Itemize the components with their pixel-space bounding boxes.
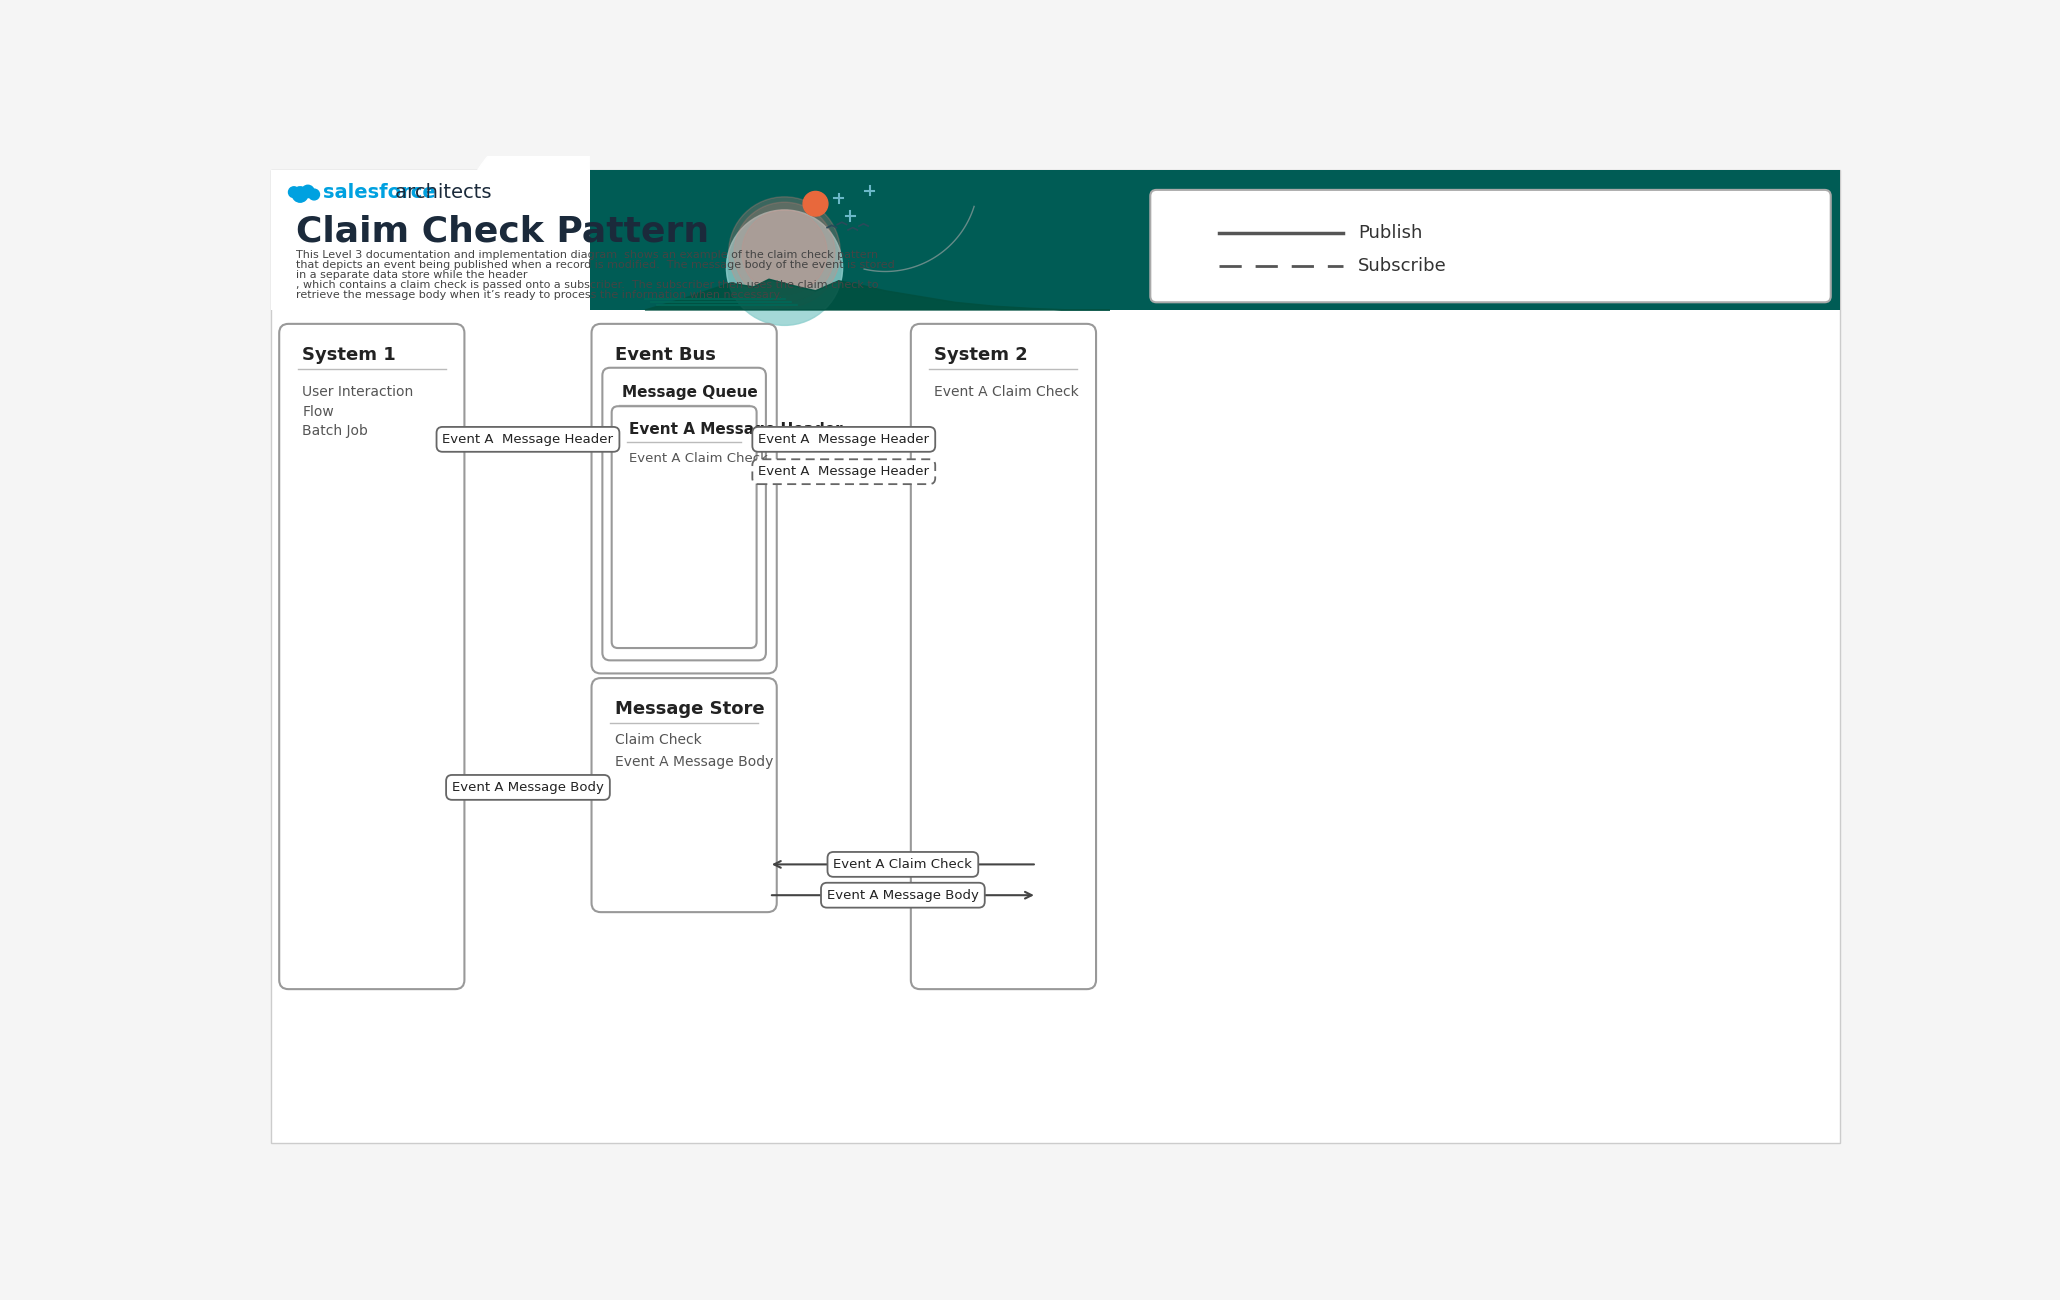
Text: Event A Message Header: Event A Message Header xyxy=(628,421,843,437)
Polygon shape xyxy=(589,170,1840,309)
Circle shape xyxy=(301,186,313,198)
Circle shape xyxy=(309,188,319,200)
Text: Event A  Message Header: Event A Message Header xyxy=(758,433,929,446)
Text: Event A Message Body: Event A Message Body xyxy=(826,889,978,902)
Text: , which contains a claim check is passed onto a subscriber.  The subscriber then: , which contains a claim check is passed… xyxy=(297,280,880,290)
Text: that depicts an event being published when a record is modified.  The message bo: that depicts an event being published wh… xyxy=(297,260,894,270)
Circle shape xyxy=(742,209,828,295)
Text: Subscribe: Subscribe xyxy=(1358,257,1446,276)
Circle shape xyxy=(288,187,299,198)
Text: Message Queue: Message Queue xyxy=(622,385,758,400)
Circle shape xyxy=(293,187,307,203)
Text: Event A Message Body: Event A Message Body xyxy=(614,755,772,770)
Text: architects: architects xyxy=(389,183,492,203)
Text: Event Bus: Event Bus xyxy=(614,346,715,364)
Text: Event A  Message Header: Event A Message Header xyxy=(443,433,614,446)
Text: Message Store: Message Store xyxy=(614,699,764,718)
Text: Event A Claim Check: Event A Claim Check xyxy=(933,386,1079,399)
FancyBboxPatch shape xyxy=(612,406,756,647)
FancyBboxPatch shape xyxy=(280,324,464,989)
Circle shape xyxy=(733,203,834,303)
Text: salesforce: salesforce xyxy=(323,183,437,203)
Text: This Level 3 documentation and implementation diagram  shows an example of the c: This Level 3 documentation and implement… xyxy=(297,250,878,260)
Polygon shape xyxy=(457,109,589,370)
Text: in a separate data store while the header: in a separate data store while the heade… xyxy=(297,270,527,280)
Text: User Interaction: User Interaction xyxy=(303,386,414,399)
FancyBboxPatch shape xyxy=(272,170,1840,1143)
Text: System 2: System 2 xyxy=(933,346,1028,364)
Text: retrieve the message body when it’s ready to process the information when necess: retrieve the message body when it’s read… xyxy=(297,290,783,300)
Text: Flow: Flow xyxy=(303,404,334,419)
Text: Publish: Publish xyxy=(1358,224,1421,242)
FancyBboxPatch shape xyxy=(591,324,777,673)
Text: Event A Claim Check: Event A Claim Check xyxy=(628,452,768,465)
FancyBboxPatch shape xyxy=(602,368,766,660)
Circle shape xyxy=(803,191,828,216)
Text: Event A  Message Header: Event A Message Header xyxy=(758,465,929,478)
Circle shape xyxy=(729,196,840,308)
Circle shape xyxy=(727,209,843,325)
Text: Event A Claim Check: Event A Claim Check xyxy=(834,858,972,871)
Polygon shape xyxy=(645,280,1110,309)
FancyBboxPatch shape xyxy=(911,324,1096,989)
Text: Claim Check: Claim Check xyxy=(614,733,702,748)
Text: Event A Message Body: Event A Message Body xyxy=(451,781,604,794)
FancyBboxPatch shape xyxy=(1149,190,1831,303)
Text: Batch Job: Batch Job xyxy=(303,424,369,438)
FancyBboxPatch shape xyxy=(272,170,1840,309)
Text: Claim Check Pattern: Claim Check Pattern xyxy=(297,214,709,248)
Text: System 1: System 1 xyxy=(303,346,396,364)
FancyBboxPatch shape xyxy=(591,679,777,913)
